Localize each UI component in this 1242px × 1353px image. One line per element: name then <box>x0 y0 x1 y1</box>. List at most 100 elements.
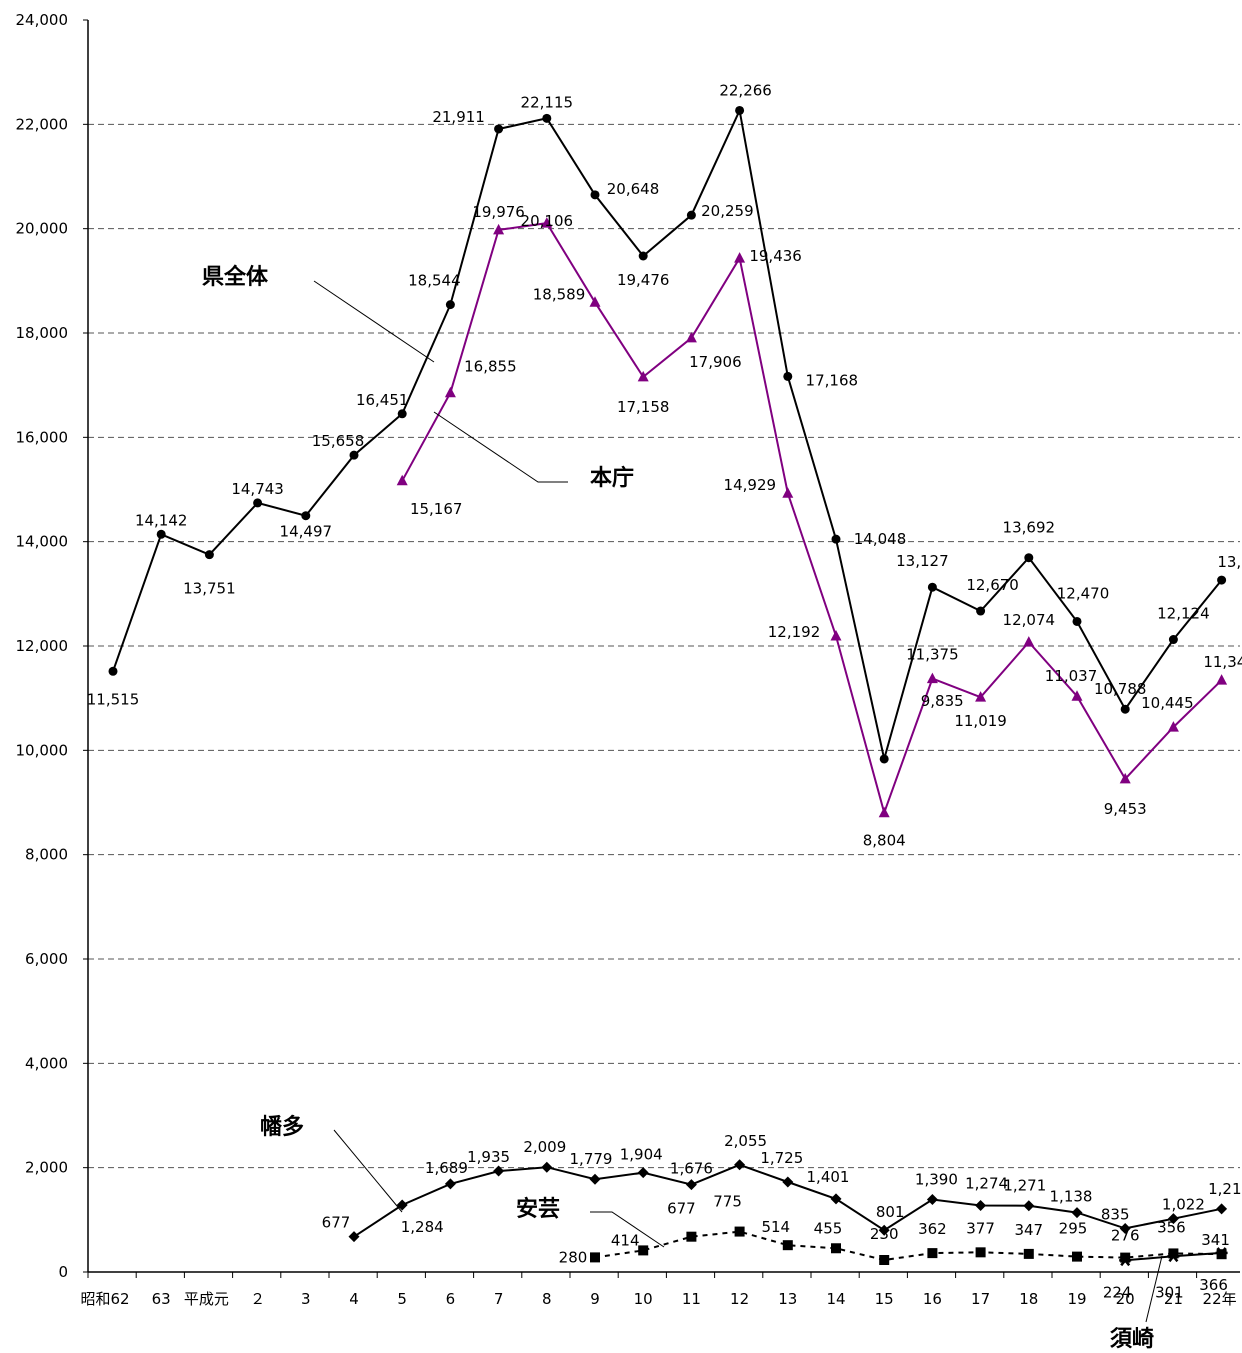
data-label: 18,589 <box>533 285 586 303</box>
data-point <box>1216 1203 1228 1215</box>
data-label: 12,670 <box>966 576 1019 594</box>
data-label: 10,788 <box>1094 680 1147 698</box>
data-label: 347 <box>1014 1221 1043 1239</box>
x-tick-label: 4 <box>349 1290 359 1308</box>
data-label: 11,515 <box>87 690 140 708</box>
data-label: 514 <box>761 1218 790 1236</box>
data-label: 301 <box>1155 1283 1184 1301</box>
data-point <box>830 629 842 641</box>
data-label: 17,168 <box>806 371 859 389</box>
data-point <box>1217 575 1227 585</box>
data-point <box>1216 674 1228 685</box>
leader-line <box>590 1211 665 1248</box>
x-tick-label: 7 <box>494 1290 504 1308</box>
data-label: 1,271 <box>1003 1177 1046 1195</box>
data-label: 2,009 <box>523 1138 566 1156</box>
data-point <box>1071 1207 1083 1219</box>
x-tick-label: 17 <box>971 1290 990 1308</box>
data-point <box>975 1200 987 1212</box>
data-point <box>830 1193 842 1205</box>
data-label: 21,911 <box>432 108 485 126</box>
x-tick-label: 13 <box>778 1290 797 1308</box>
data-point <box>976 606 986 616</box>
data-point <box>590 190 600 200</box>
data-point <box>541 217 553 228</box>
data-label: 1,904 <box>620 1146 663 1164</box>
data-point <box>782 487 794 498</box>
data-point <box>204 550 214 560</box>
series-1 <box>396 217 1228 818</box>
data-point <box>541 1161 553 1173</box>
data-point <box>156 529 166 539</box>
data-point <box>348 1231 360 1243</box>
x-tick-label: 9 <box>590 1290 600 1308</box>
x-tick-label: 12 <box>730 1290 749 1308</box>
y-tick-label: 10,000 <box>16 741 69 759</box>
data-label: 17,158 <box>617 398 670 416</box>
data-label: 1,274 <box>965 1175 1008 1193</box>
data-label: 17,906 <box>689 353 742 371</box>
data-point <box>734 252 746 263</box>
data-label: 1,676 <box>670 1160 713 1178</box>
data-point <box>927 1248 938 1259</box>
leader-line <box>333 1129 403 1213</box>
x-tick-label: 平成元 <box>184 1290 229 1308</box>
data-point <box>638 1245 649 1256</box>
data-label: 276 <box>1111 1227 1140 1245</box>
data-label: 10,445 <box>1141 694 1194 712</box>
data-label: 366 <box>1199 1276 1228 1294</box>
data-label: 13,263 <box>1217 553 1242 571</box>
data-point <box>1168 635 1178 645</box>
data-point <box>542 113 552 123</box>
y-tick-label: 14,000 <box>16 533 69 551</box>
series-name-label: 幡多 <box>260 1114 304 1140</box>
axes: 0 2,000 4,000 6,000 8,000 10,000 12,000 14,000 1… <box>16 11 1240 1308</box>
series-name-label: 本庁 <box>590 465 634 491</box>
series-line <box>112 107 1223 760</box>
data-point <box>1023 1248 1034 1259</box>
data-label: 16,855 <box>464 358 517 376</box>
data-point <box>1120 1252 1131 1263</box>
y-tick-label: 8,000 <box>25 846 68 864</box>
x-tick-label: 8 <box>542 1290 552 1308</box>
data-point <box>685 1179 697 1191</box>
data-label: 1,935 <box>467 1148 510 1166</box>
data-label: 12,124 <box>1157 605 1210 623</box>
data-point <box>493 223 505 235</box>
x-tick-label: 3 <box>301 1290 311 1308</box>
data-label: 1,390 <box>915 1170 958 1188</box>
data-label: 356 <box>1157 1218 1186 1236</box>
data-point <box>1167 1250 1180 1263</box>
x-tick-label: 63 <box>152 1290 171 1308</box>
y-tick-label: 16,000 <box>16 428 69 446</box>
data-label: 341 <box>1201 1231 1230 1249</box>
data-label: 18,544 <box>408 272 461 290</box>
data-label: 677 <box>322 1214 351 1232</box>
data-label: 1,211 <box>1208 1180 1242 1198</box>
data-label: 11,345 <box>1203 653 1242 671</box>
series-layer <box>108 105 1228 1267</box>
data-point <box>589 296 601 307</box>
data-label: 19,436 <box>749 247 802 265</box>
data-point <box>1167 1213 1179 1225</box>
data-point <box>108 666 118 676</box>
data-point <box>301 511 311 521</box>
series-name-label: 安芸 <box>516 1196 560 1222</box>
data-label: 1,725 <box>760 1149 803 1167</box>
data-label: 14,048 <box>854 530 907 548</box>
data-label: 377 <box>966 1219 995 1237</box>
data-point <box>782 1240 793 1251</box>
x-tick-label: 20 <box>1116 1290 1135 1308</box>
data-point <box>637 1167 649 1179</box>
data-point <box>878 1224 890 1236</box>
data-point <box>253 498 263 508</box>
data-point <box>1119 772 1131 784</box>
data-label: 15,658 <box>312 432 365 450</box>
data-point <box>1168 1248 1179 1259</box>
x-tick-label: ２ <box>250 1290 265 1308</box>
data-label: 13,692 <box>1003 519 1056 537</box>
data-point <box>1023 636 1035 647</box>
data-label: 14,497 <box>280 523 333 541</box>
